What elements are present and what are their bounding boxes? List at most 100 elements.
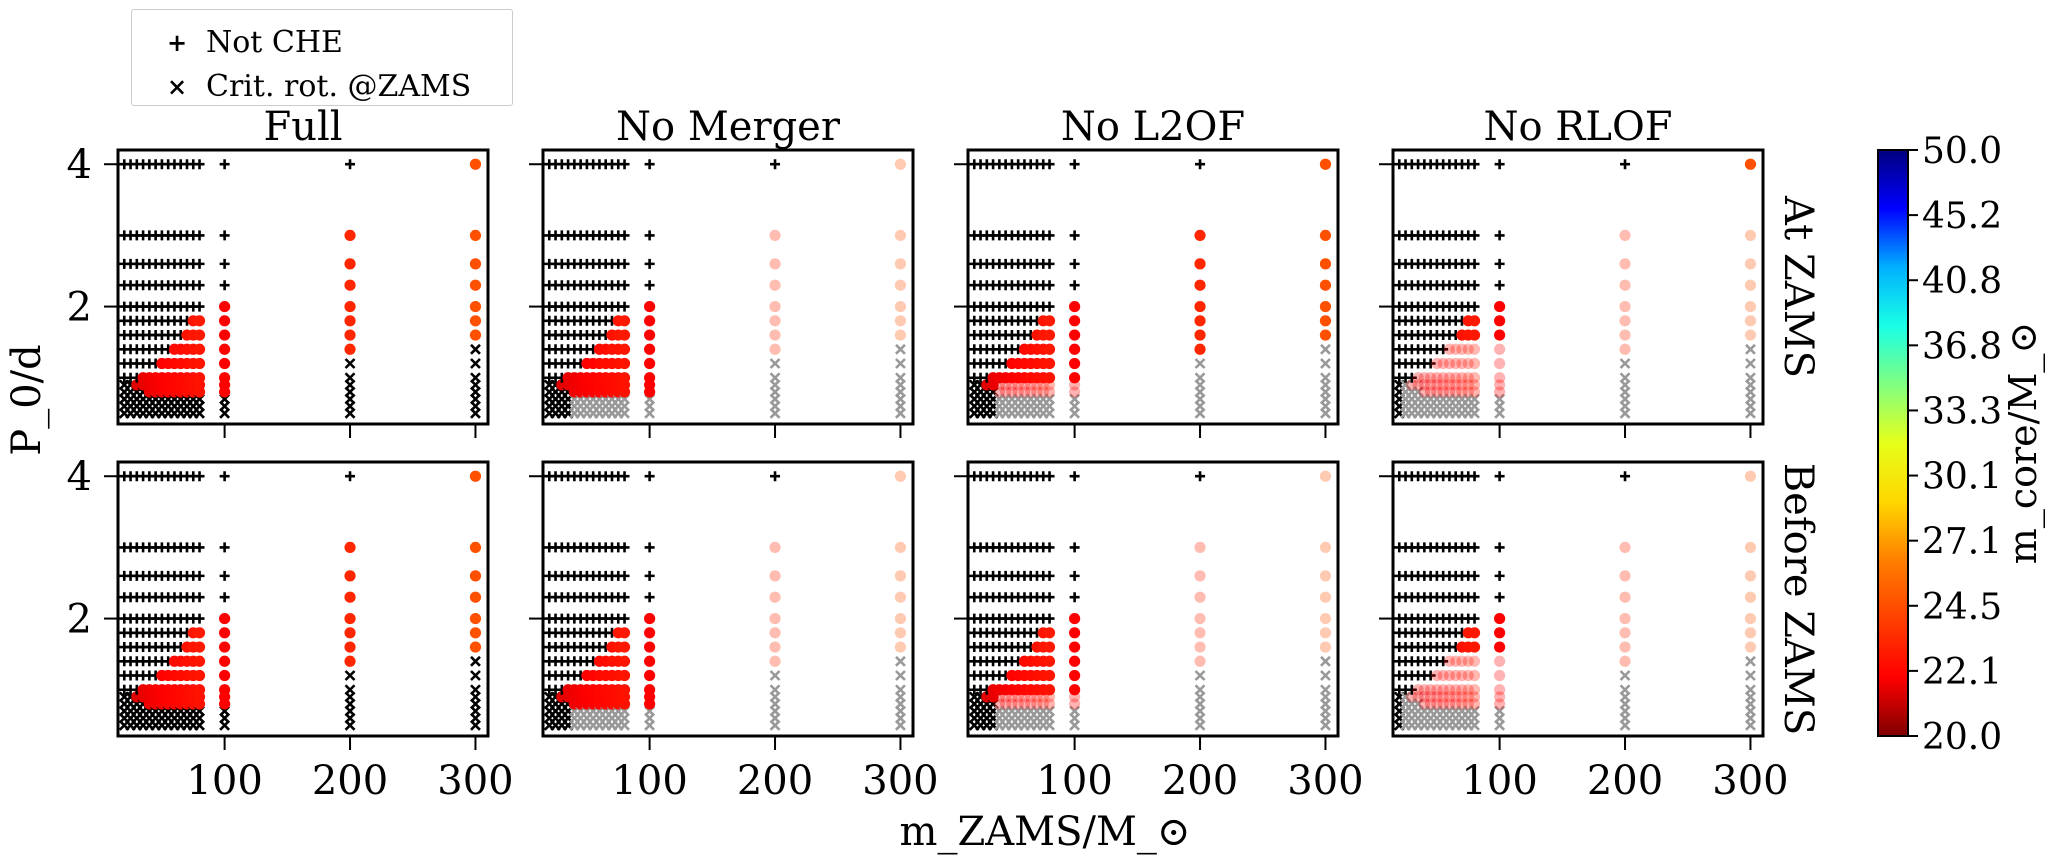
not-che-point	[619, 592, 630, 603]
che-point	[1462, 655, 1474, 667]
che-point	[1194, 627, 1206, 639]
colorbar-label: m_core/M_⊙	[2001, 322, 2046, 564]
not-che-point	[219, 592, 230, 603]
che-point	[644, 669, 656, 682]
che-point	[1619, 258, 1631, 270]
che-point	[1456, 343, 1468, 355]
che-point	[344, 315, 356, 327]
che-point	[344, 570, 356, 582]
che-point	[769, 641, 781, 653]
che-point	[1043, 386, 1056, 398]
not-che-point	[1069, 230, 1080, 241]
not-che-point	[1494, 592, 1505, 603]
colorbar-tick-label: 50.0	[1922, 131, 2002, 172]
legend-label: Crit. rot. @ZAMS	[206, 68, 472, 104]
che-point	[1437, 669, 1449, 682]
x-tick-label: 100	[1036, 758, 1112, 804]
not-che-point	[644, 280, 655, 291]
che-point	[769, 300, 781, 313]
crit-rot-point	[895, 655, 906, 667]
colorbar-tick-label: 45.2	[1922, 196, 2002, 237]
not-che-point	[619, 301, 630, 312]
che-point	[1043, 655, 1056, 667]
che-point	[1619, 612, 1631, 625]
che-point	[1494, 641, 1506, 653]
not-che-point	[219, 258, 230, 269]
che-point	[1744, 591, 1757, 603]
che-point	[1494, 669, 1506, 682]
che-point	[1462, 669, 1474, 682]
che-point	[219, 357, 231, 370]
che-point	[469, 315, 482, 327]
crit-rot-point	[1044, 393, 1055, 405]
not-che-point	[1469, 230, 1480, 241]
crit-rot-point	[1745, 684, 1756, 696]
legend-item-not-che: + Not CHE	[162, 22, 343, 62]
che-point	[469, 612, 482, 625]
che-point	[894, 329, 907, 341]
che-point	[1194, 229, 1206, 242]
che-point	[1069, 669, 1081, 682]
panel-3-0: No RLOF At ZAMS	[1379, 104, 1821, 438]
not-che-point	[1469, 471, 1480, 482]
not-che-point	[194, 471, 205, 482]
che-point	[219, 669, 231, 682]
not-che-point	[1195, 471, 1206, 482]
che-point	[219, 627, 231, 639]
che-point	[894, 470, 907, 482]
crit-rot-point	[1619, 358, 1631, 369]
not-che-point	[619, 471, 630, 482]
not-che-point	[194, 613, 205, 624]
x-tick-label: 100	[1461, 758, 1537, 804]
not-che-point	[1494, 230, 1505, 241]
crit-rot-point	[470, 655, 481, 667]
y-tick-label: 4	[67, 454, 92, 500]
che-point	[769, 315, 781, 327]
che-point	[1319, 329, 1332, 341]
crit-rot-point	[769, 670, 781, 681]
not-che-point	[1044, 230, 1055, 241]
che-point	[1412, 684, 1424, 696]
x-tick-label: 200	[1162, 758, 1238, 804]
crit-rot-point	[470, 358, 481, 369]
legend: + Not CHE × Crit. rot. @ZAMS	[131, 9, 513, 106]
crit-rot-point	[344, 670, 356, 681]
x-tick-label: 200	[1587, 758, 1663, 804]
che-point	[1443, 357, 1456, 370]
crit-rot-point	[1069, 705, 1081, 717]
crit-rot-point	[1044, 705, 1055, 717]
che-point	[1494, 691, 1506, 703]
che-point	[1069, 612, 1081, 625]
che-point	[1043, 698, 1056, 710]
crit-rot-point	[1469, 393, 1480, 405]
colorbar-tick-label: 22.1	[1922, 652, 2002, 693]
not-che-point	[1620, 159, 1631, 170]
che-point	[1319, 541, 1332, 554]
colorbar-tick-label: 40.8	[1922, 261, 2002, 302]
che-point	[1319, 315, 1332, 327]
che-point	[1069, 372, 1081, 384]
che-point	[344, 329, 356, 341]
crit-rot-point	[895, 358, 906, 369]
che-point	[1744, 612, 1757, 625]
che-point	[1494, 357, 1506, 370]
crit-rot-point	[470, 372, 481, 384]
che-point	[1319, 300, 1332, 313]
che-point	[1069, 300, 1081, 313]
crit-rot-point	[1320, 684, 1331, 696]
crit-rot-point	[1745, 358, 1756, 369]
che-point	[644, 357, 656, 370]
not-che-point	[1044, 613, 1055, 624]
che-point	[1194, 655, 1206, 667]
not-che-point	[1494, 471, 1505, 482]
che-point	[469, 641, 482, 653]
che-point	[469, 300, 482, 313]
che-point	[644, 627, 656, 639]
x-axis-label: m_ZAMS/M_⊙	[900, 809, 1191, 855]
che-point	[1425, 691, 1437, 703]
crit-rot-point	[769, 372, 781, 384]
che-point	[1418, 691, 1430, 703]
colorbar-tick-label: 20.0	[1922, 717, 2002, 758]
